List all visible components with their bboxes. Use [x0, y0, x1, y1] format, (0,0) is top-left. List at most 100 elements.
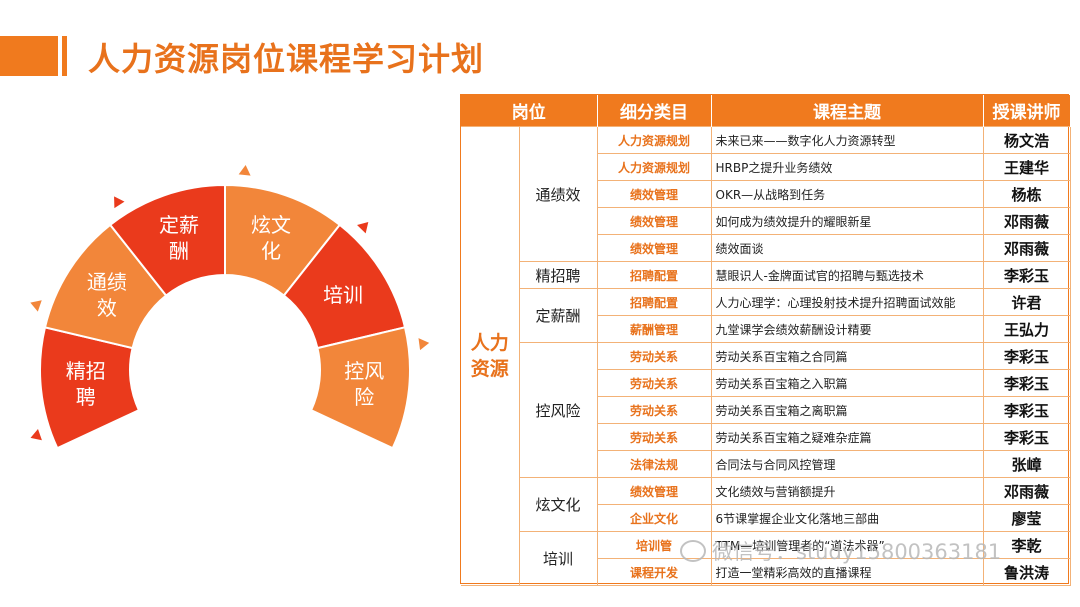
topic-cell: 劳动关系百宝箱之疑难杂症篇 [710, 423, 984, 451]
category-cell: 法律法规 [596, 450, 712, 478]
topic-cell: OKR—从战略到任务 [710, 180, 984, 208]
teacher-cell: 李彩玉 [982, 369, 1071, 397]
category-cell: 招聘配置 [596, 261, 712, 289]
table-row: 人力资源规划 HRBP之提升业务绩效 王建华 [461, 153, 1071, 181]
table-row: 绩效管理 OKR—从战略到任务 杨栋 [461, 180, 1071, 208]
table-body: 人力 资源 通绩效 人力资源规划 未来已来——数字化人力资源转型 杨文浩 人力资源规划 HRB… [461, 126, 1071, 586]
table-row: 精招聘 招聘配置 慧眼识人-金牌面试官的招聘与甄选技术 李彩玉 [461, 261, 1071, 289]
topic-cell: HRBP之提升业务绩效 [710, 153, 984, 181]
wheel-segment: 定薪酬 [108, 183, 226, 297]
topic-cell: 打造一堂精彩高效的直播课程 [710, 558, 984, 586]
segment-marker [30, 428, 42, 441]
wheel-segment-label: 培训 [323, 283, 363, 307]
teacher-cell: 李彩玉 [982, 342, 1071, 370]
watermark-text: 微信号：study15800363181 [712, 540, 1002, 564]
header-topic: 课程主题 [711, 95, 984, 127]
category-cell: 劳动关系 [596, 369, 712, 397]
teacher-cell: 李彩玉 [982, 396, 1071, 424]
category-cell: 劳动关系 [596, 396, 712, 424]
teacher-cell: 邓雨薇 [982, 477, 1071, 505]
category-cell: 招聘配置 [596, 288, 712, 316]
topic-cell: 6节课掌握企业文化落地三部曲 [710, 504, 984, 532]
title-accent-stripe [62, 36, 67, 76]
table-row: 课程开发 打造一堂精彩高效的直播课程 鲁洪涛 [461, 558, 1071, 586]
topic-cell: 文化绩效与营销额提升 [710, 477, 984, 505]
teacher-cell: 李彩玉 [982, 423, 1071, 451]
position-cell: 定薪酬 [518, 288, 598, 343]
plan-table: 岗位 细分类目 课程主题 授课讲师 人力 资源 通绩效 人力资源规划 未来已来——数字化… [461, 95, 1071, 586]
position-cell: 精招聘 [518, 261, 598, 289]
teacher-cell: 鲁洪涛 [982, 558, 1071, 586]
wheel-segment-label: 控风险 [344, 359, 384, 409]
teacher-cell: 张嶂 [982, 450, 1071, 478]
department-cell: 人力 资源 [461, 126, 520, 586]
position-cell: 炫文化 [518, 477, 598, 532]
topic-cell: 如何成为绩效提升的耀眼新星 [710, 207, 984, 235]
watermark: 微信号：study15800363181 [680, 536, 1001, 566]
course-category-wheel: 精招聘 通绩效 定薪酬 炫文化培训控风险 [0, 165, 440, 530]
topic-cell: 慧眼识人-金牌面试官的招聘与甄选技术 [710, 261, 984, 289]
wheel-segment-shape [309, 326, 411, 450]
department-line: 人力 [470, 332, 509, 354]
category-cell: 人力资源规划 [596, 126, 712, 154]
wheel-segment: 控风险 [309, 326, 430, 450]
segment-marker [238, 165, 251, 176]
position-cell: 控风险 [518, 342, 598, 478]
position-cell: 培训 [518, 531, 598, 586]
category-cell: 劳动关系 [596, 342, 712, 370]
segment-marker [418, 338, 430, 351]
wheel-segment-label: 精招聘 [66, 359, 106, 409]
teacher-cell: 王建华 [982, 153, 1071, 181]
category-cell: 绩效管理 [596, 477, 712, 505]
table-row: 法律法规 合同法与合同风控管理 张嶂 [461, 450, 1071, 478]
category-cell: 企业文化 [596, 504, 712, 532]
segment-marker [357, 222, 369, 234]
topic-cell: 人力心理学：心理投射技术提升招聘面试效能 [710, 288, 984, 316]
category-cell: 薪酬管理 [596, 315, 712, 343]
department-line: 资源 [470, 358, 509, 380]
table-row: 控风险 劳动关系 劳动关系百宝箱之合同篇 李彩玉 [461, 342, 1071, 478]
course-plan-table: 岗位 细分类目 课程主题 授课讲师 人力 资源 通绩效 人力资源规划 未来已来——数字化… [460, 94, 1071, 586]
category-cell: 劳动关系 [596, 423, 712, 451]
wheel-segment-label: 通绩效 [87, 270, 127, 320]
wheel-segment: 炫文化 [224, 165, 342, 297]
wheel-segment-label: 炫文化 [251, 213, 291, 263]
teacher-cell: 李彩玉 [982, 261, 1071, 289]
table-row: 劳动关系 劳动关系百宝箱之离职篇 李彩玉 [461, 396, 1071, 424]
teacher-cell: 许君 [982, 288, 1071, 316]
topic-cell: 九堂课学会绩效薪酬设计精要 [710, 315, 984, 343]
header-position: 岗位 [461, 95, 598, 127]
category-cell: 课程开发 [596, 558, 712, 586]
table-row: 培训 培训管 TTM—培训管理者的“道法术器” 李乾 [461, 531, 1071, 586]
topic-cell: 绩效面谈 [710, 234, 984, 262]
teacher-cell: 王弘力 [982, 315, 1071, 343]
wechat-icon [680, 540, 706, 562]
topic-cell: 劳动关系百宝箱之合同篇 [710, 342, 984, 370]
teacher-cell: 邓雨薇 [982, 234, 1071, 262]
topic-cell: 劳动关系百宝箱之入职篇 [710, 369, 984, 397]
teacher-cell: 杨文浩 [982, 126, 1071, 154]
page-title: 人力资源岗位课程学习计划 [88, 40, 485, 78]
teacher-cell: 邓雨薇 [982, 207, 1071, 235]
segment-marker [30, 300, 42, 312]
header-category: 细分类目 [597, 95, 712, 127]
table-row: 人力 资源 通绩效 人力资源规划 未来已来——数字化人力资源转型 杨文浩 [461, 126, 1071, 586]
header-teacher: 授课讲师 [983, 95, 1071, 127]
table-row: 绩效管理 绩效面谈 邓雨薇 [461, 234, 1071, 262]
topic-cell: 劳动关系百宝箱之离职篇 [710, 396, 984, 424]
table-row: 薪酬管理 九堂课学会绩效薪酬设计精要 王弘力 [461, 315, 1071, 343]
category-cell: 人力资源规划 [596, 153, 712, 181]
table-row: 绩效管理 如何成为绩效提升的耀眼新星 邓雨薇 [461, 207, 1071, 235]
category-cell: 绩效管理 [596, 207, 712, 235]
topic-cell: TTM—培训管理者的“道法术器” [710, 531, 984, 559]
wheel-segment-label: 定薪酬 [159, 213, 199, 263]
position-cell: 通绩效 [518, 126, 598, 262]
table-row: 劳动关系 劳动关系百宝箱之疑难杂症篇 李彩玉 [461, 423, 1071, 451]
category-cell: 绩效管理 [596, 234, 712, 262]
segment-marker [114, 196, 125, 209]
teacher-cell: 杨栋 [982, 180, 1071, 208]
table-row: 炫文化 绩效管理 文化绩效与营销额提升 邓雨薇 [461, 477, 1071, 532]
topic-cell: 未来已来——数字化人力资源转型 [710, 126, 984, 154]
title-accent-bar [0, 36, 58, 76]
